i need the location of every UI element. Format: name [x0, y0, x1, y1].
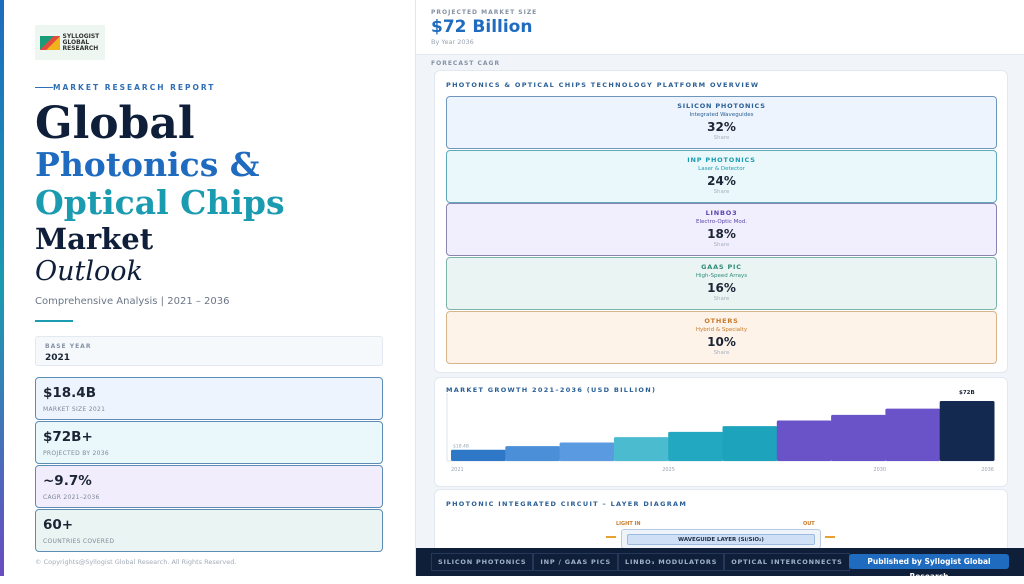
- logo-mark-icon: [39, 35, 60, 50]
- light-in-arrow-icon: [606, 536, 616, 538]
- forecast-cagr-label: FORECAST CAGR: [431, 60, 501, 67]
- base-year-label: BASE YEAR: [45, 343, 92, 350]
- platform-share: 16%: [707, 281, 736, 296]
- platform-share-label: Share: [713, 296, 730, 303]
- light-in-label: LIGHT IN: [616, 521, 641, 527]
- title-line-1: Global: [35, 98, 195, 149]
- platform-card: INP PHOTONICS Laser & Detector 24% Share: [446, 149, 997, 203]
- platform-desc: High-Speed Arrays: [695, 273, 748, 280]
- x-tick-label: 2025: [662, 467, 675, 473]
- chart-bar: [776, 420, 832, 461]
- footer-bar: SILICON PHOTONICS INP / GAAS PICS LINBO₃…: [416, 548, 1024, 581]
- title-line-2: Photonics &: [35, 145, 260, 184]
- chart-title: MARKET GROWTH 2021–2036 (USD BILLION): [446, 386, 657, 394]
- footer-tag: INP / GAAS PICS: [533, 553, 619, 571]
- platform-card: SILICON PHOTONICS Integrated Waveguides 32…: [446, 96, 997, 149]
- chart-bar: [831, 414, 886, 461]
- platform-overview-title: PHOTONICS & OPTICAL CHIPS TECHNOLOGY PLA…: [446, 81, 760, 89]
- logo-text: SYLLOGIST GLOBAL RESEARCH: [62, 32, 100, 52]
- chart-bar: [722, 426, 778, 461]
- platform-share-label: Share: [713, 135, 730, 141]
- platform-name: SILICON PHOTONICS: [677, 102, 766, 110]
- market-growth-chart: $18.4B $72B 2021 2025 2030 2036: [446, 390, 995, 473]
- title-line-3: Optical Chips: [35, 183, 285, 222]
- platform-desc: Integrated Waveguides: [689, 112, 754, 118]
- chart-bar: [613, 437, 669, 461]
- platform-name: INP PHOTONICS: [687, 155, 756, 164]
- projected-market-header: PROJECTED MARKET SIZE $72 Billion By Yea…: [416, 0, 1024, 55]
- stat-card: 60+ COUNTRIES COVERED: [35, 509, 383, 552]
- stat-card: ~9.7% CAGR 2021–2036: [35, 465, 383, 508]
- header-label: PROJECTED MARKET SIZE: [431, 9, 538, 16]
- platform-card: GAAS PIC High-Speed Arrays 16% Share: [446, 257, 997, 311]
- chart-bar: [885, 408, 941, 461]
- stat-label: MARKET SIZE 2021: [43, 406, 106, 413]
- x-tick-label: 2021: [451, 467, 464, 473]
- out-arrow-icon: [825, 536, 835, 538]
- chart-bar: [668, 431, 723, 461]
- waveguide-layer: WAVEGUIDE LAYER (Si/SiO₂): [627, 534, 815, 545]
- report-kicker: MARKET RESEARCH REPORT: [35, 83, 215, 92]
- chart-bar: [505, 446, 561, 461]
- stat-value: $18.4B: [43, 385, 96, 401]
- accent-bar: [0, 0, 4, 576]
- stat-label: CAGR 2021–2036: [43, 494, 100, 501]
- platform-desc: Laser & Detector: [698, 165, 745, 172]
- out-label: OUT: [803, 521, 815, 527]
- divider: [35, 320, 73, 322]
- publisher-button[interactable]: Published by Syllogist Global Research: [849, 554, 1009, 581]
- chart-bar: [559, 442, 615, 461]
- stat-label: COUNTRIES COVERED: [43, 538, 115, 545]
- base-year-value: 2021: [45, 353, 71, 363]
- platform-card: LINBO3 Electro-Optic Mod. 18% Share: [446, 203, 997, 257]
- chart-bar: [451, 449, 506, 461]
- cover-panel: SYLLOGIST GLOBAL RESEARCH MARKET RESEARC…: [4, 0, 415, 576]
- platform-share: 24%: [707, 173, 736, 188]
- platform-card: OTHERS Hybrid & Specialty 10% Share: [446, 310, 997, 364]
- stat-value: ~9.7%: [43, 473, 92, 489]
- company-logo: SYLLOGIST GLOBAL RESEARCH: [35, 25, 105, 60]
- chart-bar: [939, 401, 995, 461]
- x-tick-label: 2036: [981, 467, 994, 473]
- content-panel: PROJECTED MARKET SIZE $72 Billion By Yea…: [415, 0, 1024, 581]
- platform-share: 18%: [707, 227, 736, 242]
- diagram-title: PHOTONIC INTEGRATED CIRCUIT – LAYER DIAG…: [446, 500, 688, 508]
- layer-stack: WAVEGUIDE LAYER (Si/SiO₂): [621, 529, 821, 549]
- platform-share-label: Share: [713, 349, 730, 356]
- platform-share: 32%: [707, 120, 736, 134]
- market-growth-card: MARKET GROWTH 2021–2036 (USD BILLION) $1…: [434, 377, 1008, 487]
- platform-name: LINBO3: [705, 209, 738, 218]
- footer-tag: LINBO₃ MODULATORS: [618, 553, 725, 571]
- kicker-line: [35, 86, 53, 89]
- data-label-first: $18.4B: [453, 444, 469, 450]
- kicker-text: MARKET RESEARCH REPORT: [53, 83, 216, 92]
- stat-label: PROJECTED BY 2036: [43, 450, 109, 457]
- platform-name: GAAS PIC: [701, 263, 742, 272]
- stat-value: 60+: [43, 517, 74, 533]
- base-year-box: BASE YEAR 2021: [35, 336, 383, 366]
- platform-desc: Hybrid & Specialty: [695, 326, 748, 333]
- platform-share-label: Share: [713, 188, 730, 195]
- title-line-4: Market: [35, 222, 154, 256]
- platform-name: OTHERS: [704, 316, 739, 325]
- footer-tag: SILICON PHOTONICS: [431, 553, 534, 571]
- stat-card: $18.4B MARKET SIZE 2021: [35, 377, 383, 420]
- platform-share: 10%: [707, 334, 736, 349]
- copyright: © Copyrights@Syllogist Global Research. …: [35, 558, 237, 566]
- header-sub: By Year 2036: [431, 38, 474, 46]
- stat-value: $72B+: [43, 429, 93, 445]
- footer-tag: OPTICAL INTERCONNECTS: [724, 553, 850, 571]
- data-label-last: $72B: [959, 390, 975, 396]
- platform-overview-card: PHOTONICS & OPTICAL CHIPS TECHNOLOGY PLA…: [434, 70, 1008, 373]
- platform-desc: Electro-Optic Mod.: [696, 219, 747, 226]
- x-tick-label: 2030: [873, 467, 886, 473]
- subtitle: Comprehensive Analysis | 2021 – 2036: [35, 296, 230, 307]
- title-line-5: Outlook: [35, 256, 143, 287]
- platform-share-label: Share: [713, 242, 730, 249]
- stat-card: $72B+ PROJECTED BY 2036: [35, 421, 383, 464]
- header-value: $72 Billion: [431, 17, 533, 37]
